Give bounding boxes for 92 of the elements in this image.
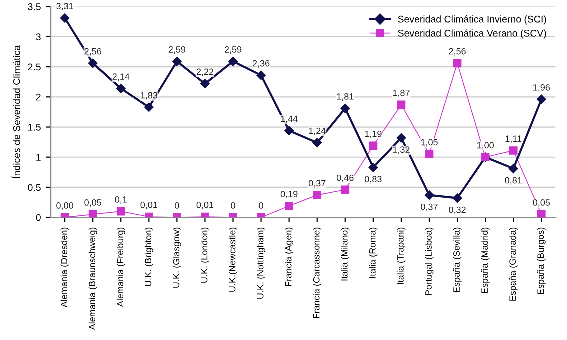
point bbox=[256, 70, 266, 80]
x-tick-label: Alemania (Dresden) bbox=[60, 228, 70, 308]
data-label: 1,96 bbox=[534, 84, 550, 92]
data-label: 1,05 bbox=[421, 139, 438, 147]
point bbox=[369, 142, 378, 150]
y-tick-label: 3 bbox=[36, 34, 41, 41]
point bbox=[340, 104, 350, 114]
x-tick-label: Italia (Roma) bbox=[369, 228, 378, 278]
data-label: 2,36 bbox=[252, 60, 270, 68]
data-label: 0,05 bbox=[84, 200, 102, 207]
point bbox=[425, 150, 434, 159]
x-tick-label: Francia (Agen) bbox=[285, 228, 294, 286]
y-tick-label: 0.5 bbox=[28, 184, 41, 192]
data-label: 1,00 bbox=[477, 142, 494, 150]
x-tick-label: España (Madrid) bbox=[481, 228, 490, 294]
data-label: 1,83 bbox=[141, 92, 158, 100]
data-label: 0,05 bbox=[533, 200, 550, 207]
data-label: 2,22 bbox=[196, 68, 214, 76]
x-tick-label: U.K. (Brighton) bbox=[144, 228, 154, 286]
point bbox=[313, 191, 322, 200]
x-tick-label: U.K. (Glasgow) bbox=[172, 228, 182, 288]
x-tick-label: Italia (Trapani) bbox=[397, 228, 406, 284]
point bbox=[284, 126, 294, 136]
x-tick-label: U.K. (London) bbox=[201, 228, 210, 283]
x-tick-label: Portugal (Lisboa) bbox=[425, 228, 434, 296]
x-tick-label: Francia (Carcassonne) bbox=[313, 228, 322, 318]
legend-label: Severidad Climática Verano (SCV) bbox=[398, 30, 546, 39]
data-label: 0,37 bbox=[421, 204, 438, 212]
x-tick-label: España (Sevilla) bbox=[453, 228, 462, 292]
point bbox=[172, 56, 182, 66]
data-label: 0,81 bbox=[505, 177, 522, 185]
point bbox=[60, 14, 70, 23]
y-tick-label: 3.5 bbox=[28, 4, 41, 10]
data-label: 1,81 bbox=[337, 94, 354, 101]
legend-label: Severidad Climática Invierno (SCI) bbox=[398, 16, 546, 25]
data-label: 1,11 bbox=[506, 136, 522, 144]
point bbox=[116, 84, 126, 94]
data-label: 2,59 bbox=[224, 46, 242, 54]
point bbox=[116, 207, 126, 216]
point bbox=[88, 58, 98, 68]
point bbox=[424, 190, 434, 200]
y-tick-label: 2 bbox=[36, 94, 41, 101]
data-label: 0,83 bbox=[365, 176, 382, 184]
y-tick-label: 2.5 bbox=[28, 64, 41, 71]
point bbox=[200, 79, 210, 89]
data-label: 2,14 bbox=[112, 74, 130, 82]
point bbox=[397, 100, 406, 110]
data-label: 1,32 bbox=[393, 146, 410, 154]
data-label: 0,00 bbox=[56, 202, 74, 210]
point bbox=[509, 146, 518, 155]
y-tick-label: 1.5 bbox=[28, 124, 41, 131]
y-tick-label: 1 bbox=[36, 154, 41, 161]
x-tick-label: Italia (Milano) bbox=[341, 228, 350, 281]
y-axis-title: Índices de Severidad Climática bbox=[12, 45, 20, 178]
data-label: 0,19 bbox=[280, 191, 298, 199]
point bbox=[396, 133, 406, 143]
x-tick-label: España (Granada) bbox=[509, 228, 518, 301]
x-tick-label: U.K. (Nottingham) bbox=[257, 228, 266, 299]
point bbox=[537, 210, 546, 218]
point bbox=[453, 59, 462, 68]
data-label: 0,32 bbox=[449, 206, 466, 214]
data-label: 0,01 bbox=[196, 202, 214, 210]
data-label: 0,1 bbox=[115, 196, 127, 204]
data-label: 0,01 bbox=[140, 202, 158, 210]
point bbox=[228, 56, 238, 66]
point bbox=[452, 194, 462, 203]
point bbox=[368, 162, 378, 172]
data-label: 2,56 bbox=[84, 48, 102, 56]
point bbox=[88, 210, 98, 218]
data-label: 2,56 bbox=[449, 48, 466, 56]
data-label: 2,59 bbox=[168, 46, 186, 54]
point bbox=[537, 94, 546, 104]
point bbox=[144, 102, 154, 112]
y-tick-label: 0 bbox=[36, 214, 41, 222]
x-tick-label: Alemania (Braunschweig) bbox=[88, 228, 98, 330]
x-tick-label: Alemania (Freiburg) bbox=[116, 228, 126, 308]
data-label: 0 bbox=[231, 202, 236, 209]
point bbox=[341, 186, 350, 194]
data-label: 3,31 bbox=[56, 3, 74, 11]
data-label: 1,87 bbox=[393, 90, 410, 98]
point bbox=[508, 164, 518, 174]
data-label: 1,24 bbox=[309, 128, 326, 136]
x-tick-label: U.K.(Newcastle) bbox=[229, 228, 238, 292]
point bbox=[312, 138, 322, 148]
data-label: 1,44 bbox=[281, 116, 298, 124]
data-label: 0 bbox=[175, 202, 180, 209]
data-label: 1,19 bbox=[365, 130, 382, 138]
data-label: 0 bbox=[259, 202, 264, 209]
x-tick-label: España (Burgos) bbox=[537, 228, 546, 294]
data-label: 0,37 bbox=[308, 180, 326, 188]
data-label: 0,46 bbox=[336, 174, 354, 182]
point bbox=[285, 202, 294, 210]
